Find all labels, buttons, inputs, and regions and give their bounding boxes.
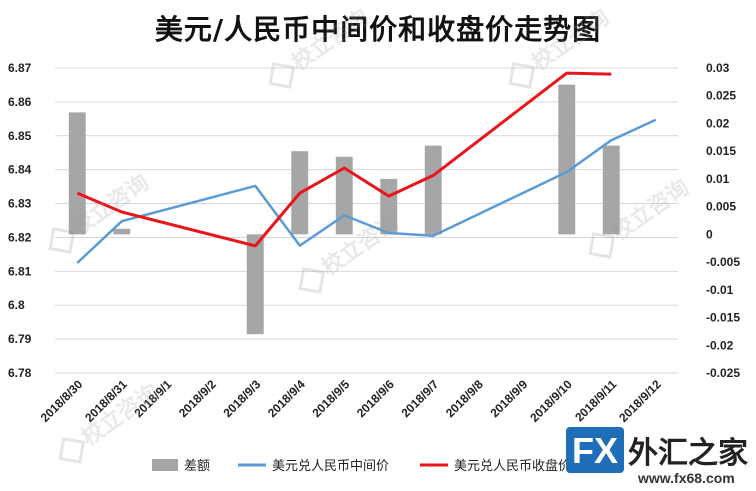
watermark: 校立咨询 [508,4,614,89]
y-right-tick-label: 0.02 [706,116,730,130]
watermark-diamond [508,62,536,89]
y-left-tick-label: 6.87 [8,61,32,75]
legend-swatch-diff [152,459,178,471]
watermark-text: 校立咨询 [607,174,694,246]
y-left-tick-label: 6.83 [8,197,32,211]
x-tick-label: 2018/8/30 [38,377,86,425]
y-right-tick-label: 0.01 [706,172,730,186]
diff-bar [113,228,131,235]
watermark-text: 校立咨询 [287,4,374,76]
y-left-tick-label: 6.82 [8,230,32,244]
watermark-diamond [588,232,616,259]
x-tick-label: 2018/9/10 [527,377,575,425]
y-right-tick-label: 0.015 [706,144,736,158]
y-right-tick-label: 0.03 [706,61,730,75]
watermark-diamond [298,267,326,294]
x-tick-label: 2018/9/7 [398,377,441,420]
legend: 差额 美元兑人民币中间价 美元兑人民币收盘价 [152,458,571,474]
x-tick-label: 2018/9/4 [265,377,308,420]
y-right-tick-label: -0.005 [706,255,740,269]
diff-bar [602,145,620,235]
watermark-diamond [268,62,296,89]
gridlines [55,67,678,374]
y-left-tick-label: 6.79 [8,332,32,346]
watermark: 校立咨询 [588,174,694,259]
y-left-tick-label: 6.78 [8,366,32,380]
svg-text:外汇之家: 外汇之家 [628,436,748,471]
legend-label-midpoint: 美元兑人民币中间价 [272,459,389,474]
closing-rate-line [76,71,612,248]
x-tick-label: 2018/9/3 [220,377,263,420]
x-tick-label: 2018/9/8 [443,377,486,420]
legend-label-closing: 美元兑人民币收盘价 [454,458,571,474]
x-tick-label: 2018/9/5 [309,377,352,420]
y-right-tick-label: -0.02 [706,338,734,352]
midpoint-rate-line [76,118,657,264]
x-tick-label: 2018/9/9 [487,377,530,420]
y-left-tick-label: 6.81 [8,264,32,278]
y-left-tick-label: 6.84 [8,163,32,177]
right-axis-ticks: -0.025 -0.02 -0.015 -0.01 -0.005 0 0.005 0.01 0.… [706,61,740,380]
fx68-logo: FX 外汇之家 www.fx68.com [566,427,748,486]
y-right-tick-label: -0.015 [706,311,740,325]
watermark-text: 校立咨询 [527,4,614,76]
x-tick-label: 2018/9/2 [176,377,219,420]
diff-bar [68,112,86,235]
watermark: 校立咨询 [268,4,374,89]
y-right-tick-label: -0.025 [706,366,740,380]
line-series [76,71,657,264]
bar-series-diff [68,84,620,335]
watermark-text: 校立咨询 [317,209,404,281]
y-left-tick-label: 6.85 [8,129,32,143]
x-tick-label: 2018/9/6 [354,377,397,420]
svg-text:FX: FX [572,430,618,471]
y-right-tick-label: 0 [706,227,713,241]
chart-title: 美元/人民币中间价和收盘价走势图 [154,13,602,46]
x-tick-label: 2018/9/12 [616,377,664,425]
y-left-tick-label: 6.8 [8,298,25,312]
diff-bar [246,234,264,335]
x-tick-label: 2018/9/11 [572,377,619,424]
svg-text:www.fx68.com: www.fx68.com [637,470,735,486]
watermark-diamond [48,227,76,254]
left-axis-ticks: 6.78 6.79 6.8 6.81 6.82 6.83 6.84 6.85 6.86 6.87 [8,61,32,380]
y-right-tick-label: 0.025 [706,89,736,103]
legend-label-diff: 差额 [184,459,210,474]
y-right-tick-label: -0.01 [706,283,734,297]
diff-bar [558,84,576,235]
diff-bar [424,145,442,235]
watermark-diamond [58,437,86,464]
diff-bar [335,156,353,235]
y-left-tick-label: 6.86 [8,95,32,109]
y-right-tick-label: 0.005 [706,200,736,214]
